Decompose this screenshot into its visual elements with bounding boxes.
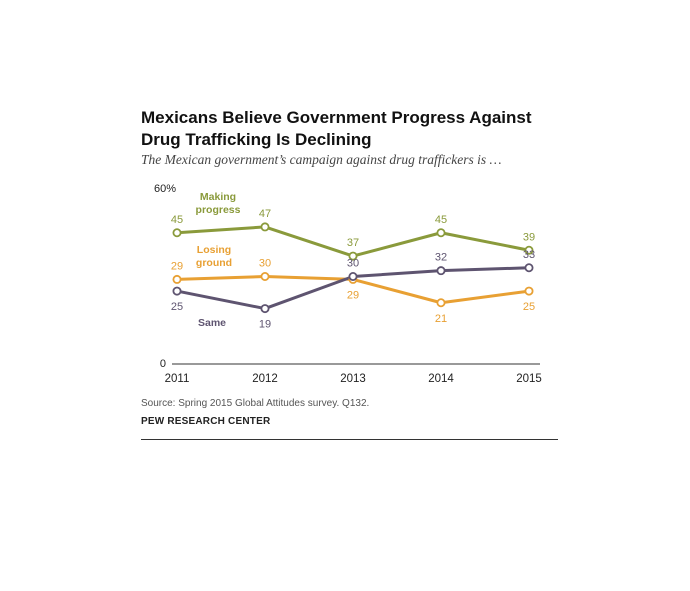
data-point [260,222,270,232]
data-label: 45 [435,214,447,226]
series-label: Same [198,317,226,329]
data-label: 29 [347,289,359,301]
data-label: 29 [171,260,183,272]
data-point [172,228,182,238]
data-point [436,228,446,238]
data-label: 19 [259,319,271,331]
data-label: 47 [259,208,271,220]
data-label: 30 [347,258,359,270]
source-note: Source: Spring 2015 Global Attitudes sur… [141,398,370,409]
data-label: 21 [435,313,447,325]
series-label: Making [200,191,236,203]
data-label: 33 [523,249,535,261]
footer-rule [141,439,558,440]
data-point [348,271,358,281]
brand-name: PEW RESEARCH CENTER [141,416,271,427]
data-label: 45 [171,214,183,226]
data-label: 30 [259,258,271,270]
x-tick-label: 2014 [428,373,454,385]
x-tick-label: 2013 [340,373,366,385]
x-tick-label: 2011 [165,373,190,385]
x-tick-label: 2012 [252,373,278,385]
data-point [172,286,182,296]
data-point [348,251,358,261]
data-point [524,245,534,255]
data-label: 37 [347,237,359,249]
data-label: 39 [523,231,535,243]
y-tick-label-top: 60% [154,183,176,195]
data-point [436,298,446,308]
data-point [436,266,446,276]
series-label: ground [196,257,232,269]
data-label: 25 [523,301,535,313]
data-point [524,286,534,296]
y-tick-label-zero: 0 [160,358,166,370]
data-label: 25 [171,301,183,313]
data-point [260,271,270,281]
series-label: Losing [197,244,231,256]
data-label: 32 [435,252,447,264]
x-tick-label: 2015 [516,373,542,385]
chart-subtitle: The Mexican government’s campaign agains… [141,152,502,167]
data-point [260,304,270,314]
series-label: progress [196,204,241,216]
data-point [172,274,182,284]
data-point [524,263,534,273]
chart-title: Mexicans Believe Government Progress Aga… [141,108,532,149]
